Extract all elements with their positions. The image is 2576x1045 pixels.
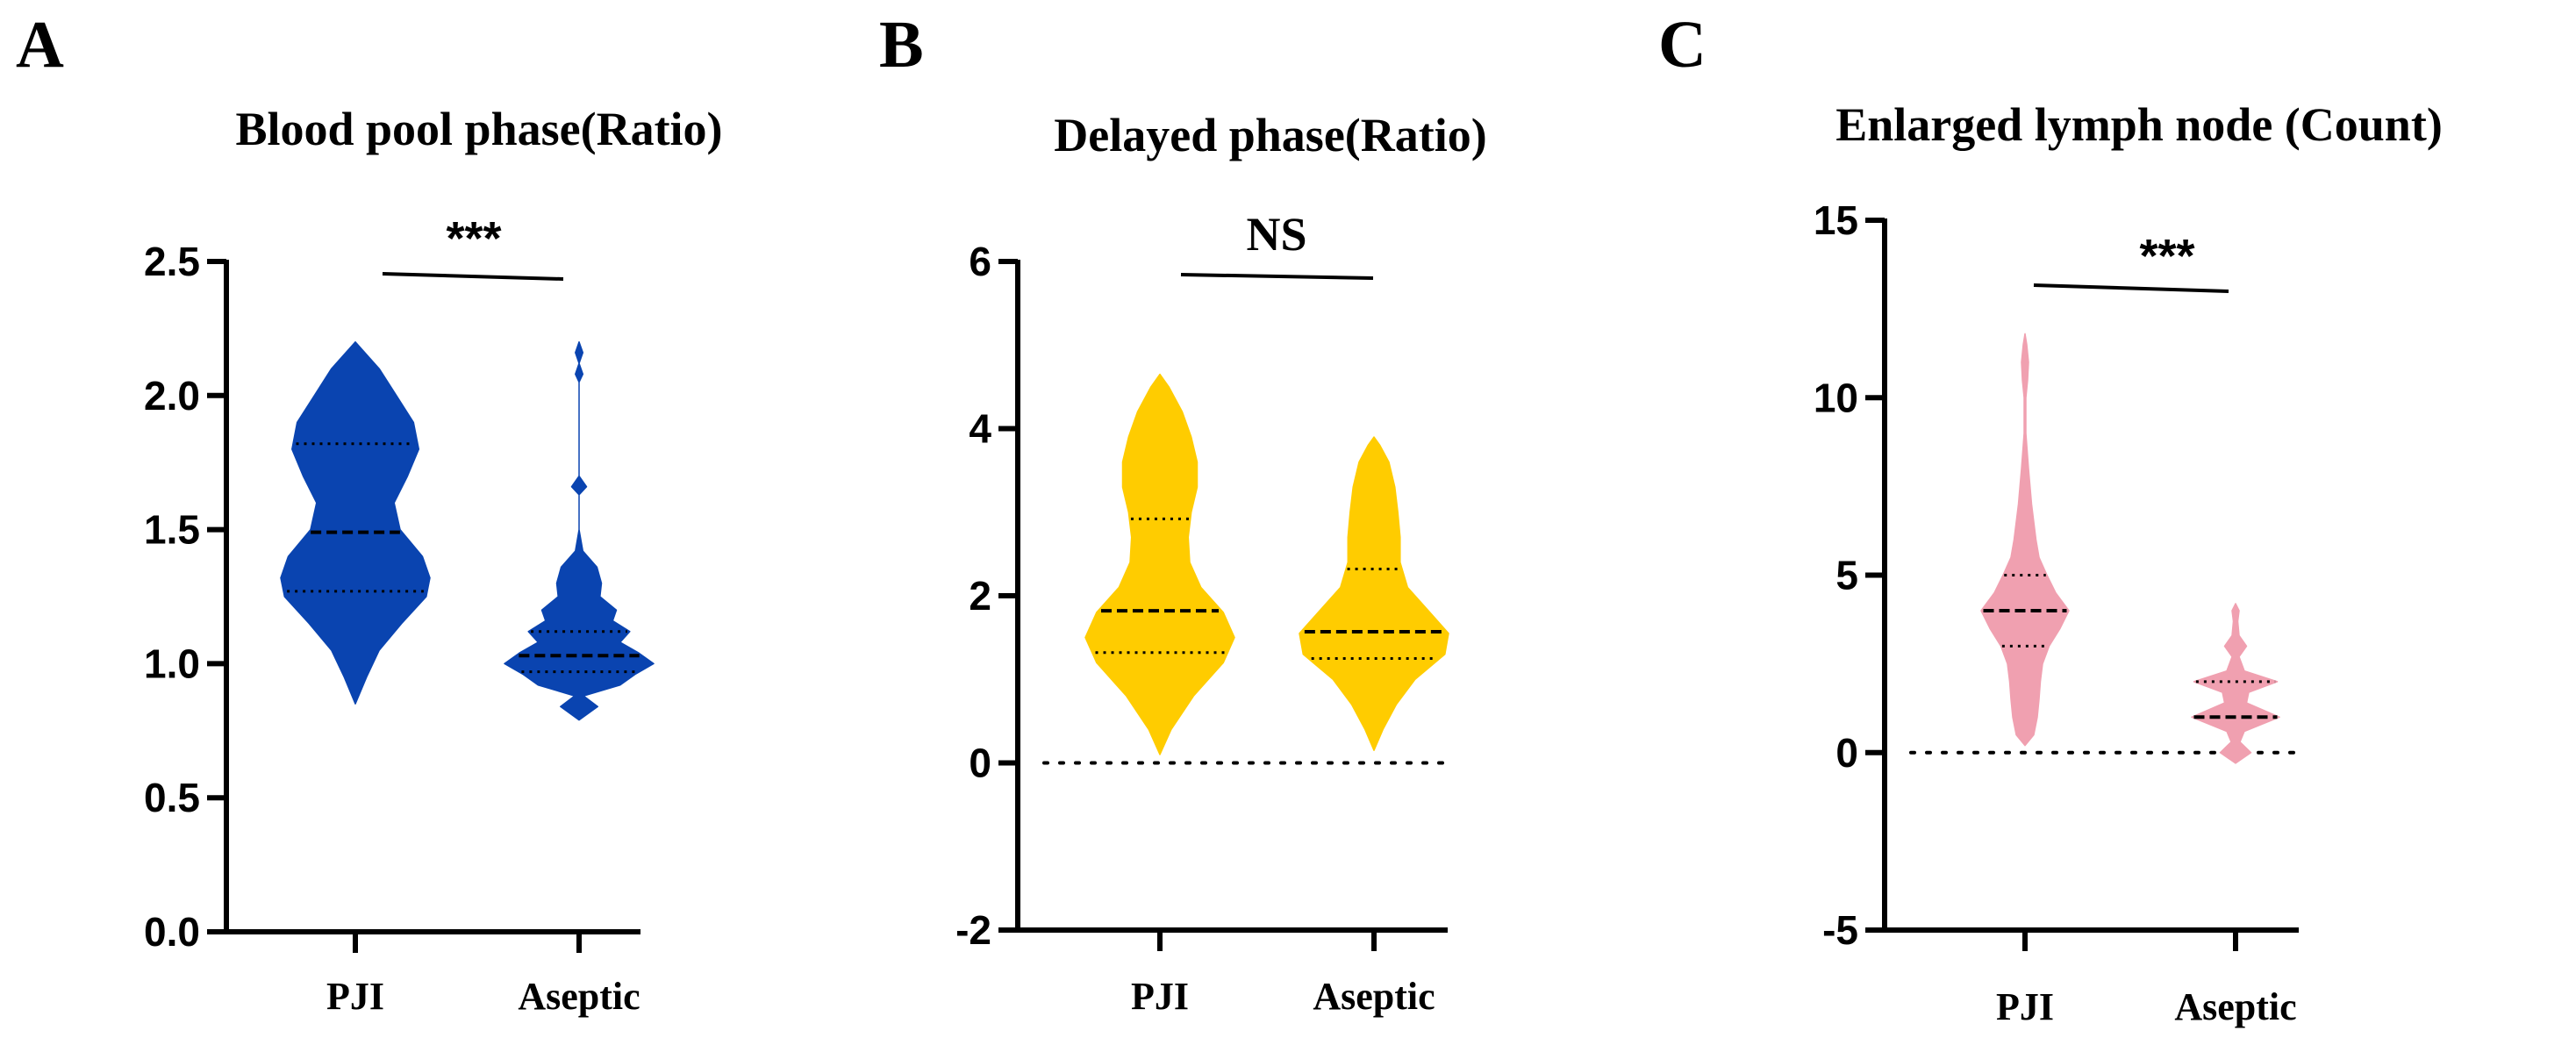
- panel-b-y-tick-label: 4: [969, 406, 991, 452]
- panel-b-y-tick-label: 0: [969, 741, 991, 786]
- panel-b-y-tick-label: 2: [969, 573, 991, 619]
- panel-c-y-tick-label: -5: [1822, 907, 1858, 953]
- panel-a-y-tick-label: 2.0: [144, 373, 200, 419]
- panel-b-category-pji: PJI: [1131, 975, 1189, 1018]
- panel-a-y-tick-label: 0.0: [144, 909, 200, 955]
- panel-a-significance-bar: [382, 272, 564, 281]
- panel-b-violin-pji: [1084, 373, 1235, 755]
- panel-c-y-tick-label: 0: [1835, 730, 1858, 776]
- panel-letter-b: B: [879, 8, 924, 82]
- panel-c-y-tick-label: 15: [1814, 197, 1858, 243]
- panel-c-y-tick-label: 10: [1814, 375, 1858, 420]
- panel-a-y-tick-label: 1.5: [144, 507, 200, 553]
- panel-a-title: Blood pool phase(Ratio): [235, 103, 722, 155]
- panel-letter-a: A: [16, 8, 64, 82]
- panel-c-category-aseptic: Aseptic: [2174, 985, 2296, 1028]
- panel-b-violin-aseptic: [1299, 436, 1449, 751]
- panel-c-y-tick-label: 5: [1835, 553, 1858, 598]
- panel-a-y-tick-label: 0.5: [144, 775, 200, 820]
- panel-b-significance-bar: [1180, 273, 1374, 280]
- panel-c-violins: [1909, 333, 2301, 764]
- panel-a-category-pji: PJI: [326, 975, 384, 1018]
- panel-a-y-tick-label: 1.0: [144, 641, 200, 686]
- panel-b-violins: [1042, 373, 1449, 765]
- panel-a-y-tick-label: 2.5: [144, 239, 200, 284]
- panel-b-axes: -2 0 2 4 6: [955, 239, 1448, 953]
- panel-a-violins: [280, 340, 655, 721]
- panel-b-significance: NS: [1246, 208, 1306, 261]
- panel-a-category-aseptic: Aseptic: [518, 975, 640, 1018]
- panel-c: C Enlarged lymph node (Count) -5 0 5 10 15 *…: [1658, 8, 2443, 1028]
- panel-a-violin-pji: [280, 340, 431, 705]
- panel-c-category-pji: PJI: [1996, 985, 2054, 1028]
- panel-a: A Blood pool phase(Ratio) 0.0 0.5 1.0 1.5 2.…: [16, 8, 723, 1018]
- panel-a-axes: 0.0 0.5 1.0 1.5 2.0 2.5: [144, 239, 640, 955]
- panel-c-significance: ***: [2139, 230, 2194, 283]
- panel-c-title: Enlarged lymph node (Count): [1835, 98, 2443, 151]
- panel-b-y-tick-label: -2: [955, 907, 991, 953]
- panel-b-title: Delayed phase(Ratio): [1054, 109, 1486, 161]
- panel-c-violin-aseptic: [2191, 603, 2280, 764]
- panel-b-y-tick-label: 6: [969, 239, 991, 284]
- panel-a-violin-aseptic: [504, 340, 655, 721]
- panel-c-violin-pji: [1980, 333, 2070, 747]
- panel-letter-c: C: [1658, 8, 1707, 82]
- panel-b-category-aseptic: Aseptic: [1313, 975, 1435, 1018]
- panel-c-axes: -5 0 5 10 15: [1814, 197, 2299, 953]
- panel-b: B Delayed phase(Ratio) -2 0 2 4 6 NS PJI Ase…: [879, 8, 1487, 1018]
- panel-a-significance: ***: [446, 212, 501, 265]
- panel-c-significance-bar: [2033, 283, 2229, 293]
